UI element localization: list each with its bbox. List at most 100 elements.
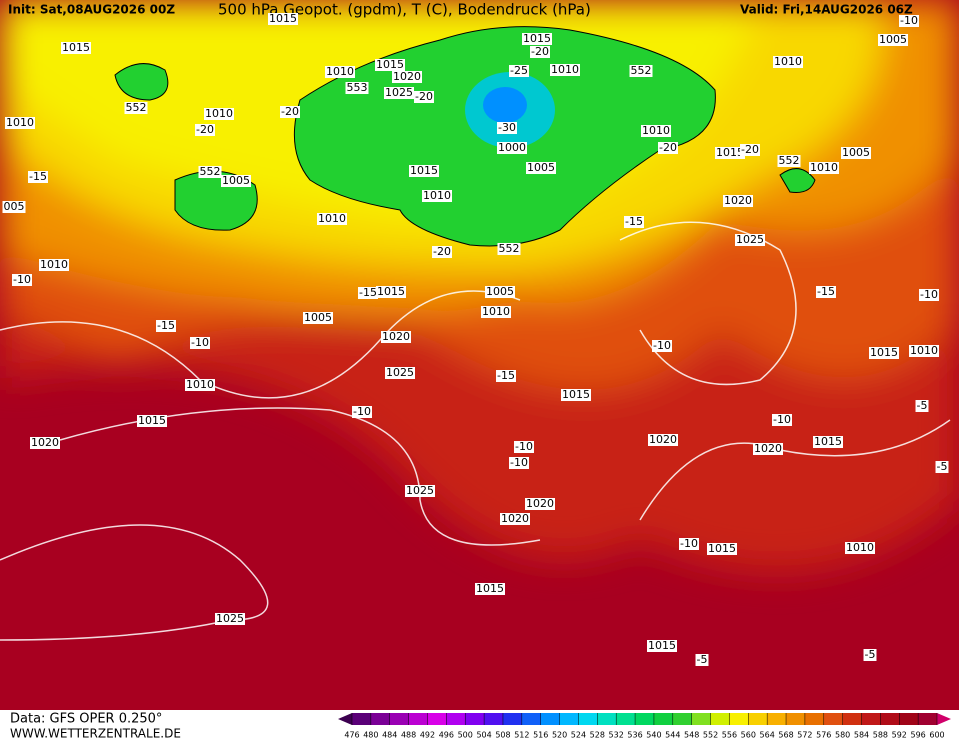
- label-box: [325, 66, 355, 78]
- contour-label-text: -15: [359, 286, 377, 299]
- label-box: [405, 485, 435, 497]
- contour-label-text: -10: [920, 288, 938, 301]
- contour-label-text: -15: [29, 170, 47, 183]
- contour-label-text: 1020: [724, 194, 752, 207]
- contour-label-text: 1010: [186, 378, 214, 391]
- label-box: [909, 345, 939, 357]
- contour-label: -20: [740, 143, 760, 156]
- label-box: [39, 259, 69, 271]
- contour-label: -5: [935, 460, 949, 473]
- colorbar-tick-label: 496: [439, 731, 454, 740]
- contour-label: -20: [414, 90, 434, 103]
- label-box: [185, 379, 215, 391]
- contour-label: 1020: [392, 70, 422, 83]
- label-box: [525, 498, 555, 510]
- label-box: [280, 106, 300, 118]
- label-box: [514, 441, 534, 453]
- colorbar-tick-label: 484: [382, 731, 397, 740]
- colorbar-arrow-low: [338, 713, 352, 725]
- contour-label-text: 1025: [736, 233, 764, 246]
- label-box: [813, 436, 843, 448]
- colorbar-tick-label: 528: [590, 731, 605, 740]
- contour-label: 1010: [909, 344, 939, 357]
- data-source: Data: GFS OPER 0.250°: [10, 712, 162, 727]
- contour-label-text: 552: [631, 64, 652, 77]
- colorbar-arrow-high: [937, 713, 951, 725]
- contour-label: -10: [652, 339, 672, 352]
- colorbar-tick-label: 492: [420, 731, 435, 740]
- label-box: [629, 65, 653, 77]
- contour-label-text: 1010: [205, 107, 233, 120]
- contour-label: -15: [624, 215, 644, 228]
- contour-label-text: -10: [900, 14, 918, 27]
- contour-label: 552: [497, 242, 521, 255]
- colorbar-swatch: [427, 713, 447, 725]
- contour-label: 1015: [375, 58, 405, 71]
- label-box: [204, 108, 234, 120]
- label-box: [497, 243, 521, 255]
- label-box: [156, 320, 176, 332]
- colorbar-swatch: [804, 713, 825, 725]
- contour-label: 1010: [809, 161, 839, 174]
- label-box: [658, 142, 678, 154]
- contour-label: -20: [280, 105, 300, 118]
- label-box: [385, 367, 415, 379]
- contour-label-text: 1025: [386, 366, 414, 379]
- label-box: [641, 125, 671, 137]
- contour-label-text: 1010: [423, 189, 451, 202]
- contour-label: -10: [514, 440, 534, 453]
- contour-label: 1015: [475, 582, 505, 595]
- contour-label-text: -10: [653, 339, 671, 352]
- label-box: [550, 64, 580, 76]
- label-box: [12, 274, 32, 286]
- contour-label-text: 1020: [382, 330, 410, 343]
- label-box: [485, 286, 515, 298]
- map-title: 500 hPa Geopot. (gpdm), T (C), Bodendruc…: [218, 1, 591, 19]
- contour-label-text: -20: [433, 245, 451, 258]
- label-box: [198, 166, 222, 178]
- colorbar-swatch: [767, 713, 787, 725]
- contour-label: 1015: [813, 435, 843, 448]
- contour-label: 1025: [215, 612, 245, 625]
- contour-label-text: 1015: [648, 639, 676, 652]
- contour-label: 1015: [522, 32, 552, 45]
- contour-label: 1005: [526, 161, 556, 174]
- colorbar-tick-label: 532: [609, 731, 624, 740]
- contour-label: 1010: [204, 107, 234, 120]
- colorbar-swatch: [842, 713, 863, 725]
- contour-label-text: -15: [497, 369, 515, 382]
- contour-label: 005: [2, 200, 26, 213]
- colorbar-swatch: [408, 713, 428, 725]
- colorbar-tick-label: 572: [797, 731, 812, 740]
- contour-label-text: 1015: [476, 582, 504, 595]
- label-box: [735, 234, 765, 246]
- contour-label: 1010: [5, 116, 35, 129]
- contour-label-text: 552: [779, 154, 800, 167]
- label-box: [935, 461, 949, 473]
- label-box: [753, 443, 783, 455]
- contour-label-text: 1010: [846, 541, 874, 554]
- contour-label-text: -10: [773, 413, 791, 426]
- label-box: [561, 389, 591, 401]
- contour-label: -10: [679, 537, 699, 550]
- label-box: [414, 91, 434, 103]
- label-box: [679, 538, 699, 550]
- label-box: [509, 457, 529, 469]
- colorbar-tick-label: 576: [816, 731, 831, 740]
- contour-label-text: 1010: [6, 116, 34, 129]
- colorbar-swatch: [748, 713, 768, 725]
- contour-label-text: 1010: [482, 305, 510, 318]
- contour-label-text: 1015: [62, 41, 90, 54]
- label-box: [190, 337, 210, 349]
- label-box: [375, 59, 405, 71]
- contour-label-text: -20: [196, 123, 214, 136]
- contour-label-text: 1010: [810, 161, 838, 174]
- contour-label-text: 1005: [304, 311, 332, 324]
- colorbar-swatch: [635, 713, 655, 725]
- contour-label-text: 1015: [523, 32, 551, 45]
- contour-label-text: -10: [353, 405, 371, 418]
- label-box: [497, 122, 517, 134]
- contour-label: 1000: [497, 141, 527, 154]
- colorbar-tick-label: 536: [627, 731, 642, 740]
- contour-label: 1025: [405, 484, 435, 497]
